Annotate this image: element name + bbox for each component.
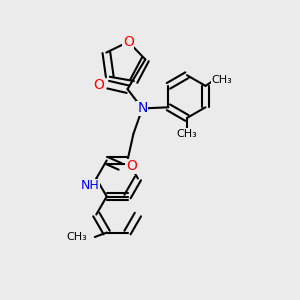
Text: CH₃: CH₃	[177, 129, 197, 139]
Text: O: O	[126, 159, 137, 173]
Text: CH₃: CH₃	[67, 232, 87, 242]
Text: O: O	[123, 35, 134, 49]
Text: O: O	[94, 78, 105, 92]
Text: N: N	[137, 101, 148, 116]
Text: CH₃: CH₃	[212, 75, 232, 85]
Text: NH: NH	[81, 179, 100, 192]
